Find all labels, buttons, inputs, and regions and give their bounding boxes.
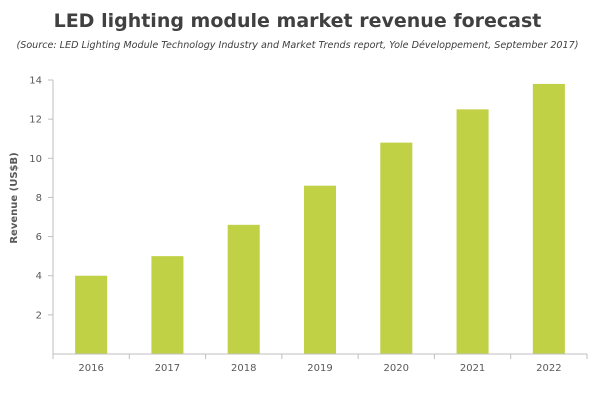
- bars-group: [75, 83, 565, 355]
- y-tick-label: 6: [36, 232, 42, 243]
- y-tick-label: 12: [29, 115, 42, 126]
- y-axis-title: Revenue (US$B): [9, 152, 20, 243]
- bar-2019: [303, 185, 337, 354]
- y-tick-label: 8: [36, 193, 42, 204]
- chart-subtitle: (Source: LED Lighting Module Technology …: [16, 40, 579, 51]
- bar-2017: [151, 256, 184, 354]
- bar-2016: [75, 275, 108, 354]
- y-tick-label: 4: [36, 271, 42, 282]
- bar-2018: [227, 224, 260, 354]
- x-tick-label: 2019: [307, 363, 332, 374]
- bar-2022: [532, 83, 565, 355]
- x-tick-label: 2020: [384, 363, 409, 374]
- x-tick-label: 2018: [231, 363, 256, 374]
- x-tick-label: 2022: [536, 363, 561, 374]
- bar-2020: [380, 142, 413, 354]
- x-tick-label: 2021: [460, 363, 485, 374]
- y-tick-label: 2: [36, 310, 42, 321]
- x-tick-label: 2017: [155, 363, 180, 374]
- axes-group: 2 4 6 8 10 12 14 2016 2017 2018 2019 2020 2021 2022: [29, 76, 588, 374]
- bar-2021: [456, 109, 489, 354]
- y-tick-label: 14: [29, 76, 42, 87]
- y-tick-label: 10: [29, 154, 42, 165]
- chart-title: LED lighting module market revenue forec…: [53, 10, 542, 32]
- x-tick-label: 2016: [78, 363, 103, 374]
